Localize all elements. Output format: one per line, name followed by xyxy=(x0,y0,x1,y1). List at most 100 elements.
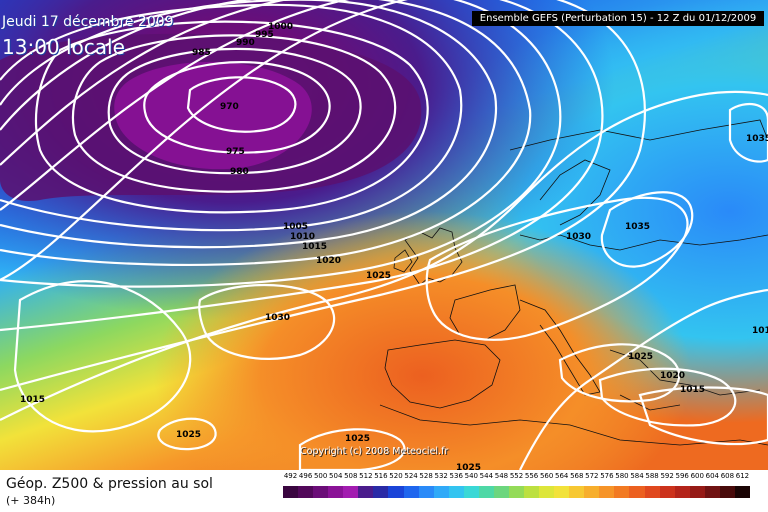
france-outline xyxy=(449,284,521,341)
scandinavia-outline xyxy=(509,119,768,226)
isobar-label: 985 xyxy=(192,48,211,58)
scale-label: 576 xyxy=(600,472,614,480)
map-title: Géop. Z500 & pression au sol xyxy=(6,476,213,492)
isobar-label: 1035 xyxy=(746,134,768,144)
scale-swatch xyxy=(328,486,344,498)
isobar-label: 1015 xyxy=(302,242,327,252)
scale-swatch xyxy=(584,486,600,498)
isobar-label: 1000 xyxy=(268,22,293,32)
isobar-label: 1005 xyxy=(283,222,308,232)
isobar-label: 970 xyxy=(220,102,239,112)
scale-swatch xyxy=(689,486,705,498)
iberia-outline xyxy=(384,339,501,409)
map-footer: Géop. Z500 & pression au sol (+ 384h) 49… xyxy=(0,470,768,512)
scale-label: 512 xyxy=(359,472,373,480)
scale-label: 532 xyxy=(434,472,448,480)
isobar-985 xyxy=(71,34,397,193)
scale-swatches xyxy=(283,486,750,498)
isobar-970 xyxy=(186,76,297,133)
balkans-outline xyxy=(609,349,761,411)
isobar-label: 1025 xyxy=(456,463,481,470)
scale-swatch xyxy=(388,486,404,498)
isobar-label: 1035 xyxy=(625,222,650,232)
forecast-lead-time: (+ 384h) xyxy=(6,494,56,507)
isobar-label: 1015 xyxy=(680,385,705,395)
scale-swatch xyxy=(478,486,494,498)
isobar-995 xyxy=(0,3,463,232)
isobar-1025 xyxy=(0,90,768,421)
scale-label: 508 xyxy=(344,472,358,480)
scale-label: 588 xyxy=(645,472,659,480)
scale-label: 552 xyxy=(509,472,524,480)
isobar-1035-center xyxy=(600,191,694,268)
scale-swatch xyxy=(463,486,479,498)
isobar-label: 101 xyxy=(752,326,768,336)
coastlines xyxy=(379,119,768,446)
color-scale-legend: 492 496 500 504 508 512 516 520 524 528 532 536 540 5… xyxy=(283,472,750,510)
scale-swatch xyxy=(343,486,359,498)
isobar-1015-east xyxy=(638,386,768,446)
scale-label: 536 xyxy=(449,472,463,480)
scale-label: 560 xyxy=(539,472,554,480)
isobar-label: 995 xyxy=(255,30,274,40)
scale-swatch xyxy=(614,486,630,498)
scale-label: 556 xyxy=(524,472,539,480)
scale-label: 600 xyxy=(690,472,704,480)
scale-swatch xyxy=(448,486,464,498)
scale-label: 516 xyxy=(374,472,388,480)
isobar-1035-east xyxy=(728,102,768,163)
isobar-labels: 1000 995 990 985 970 975 980 1005 1010 1… xyxy=(20,22,768,470)
isobar-label: 1025 xyxy=(345,434,370,444)
scale-swatch xyxy=(418,486,434,498)
scale-label: 568 xyxy=(570,472,584,480)
isobar-1000 xyxy=(0,0,498,249)
scale-swatch xyxy=(704,486,720,498)
scale-swatch xyxy=(599,486,615,498)
north-africa-outline xyxy=(379,404,768,446)
isobar-label: 1025 xyxy=(366,271,391,281)
scale-label: 548 xyxy=(494,472,509,480)
copyright-notice: Copyright (c) 2008 Meteociel.fr xyxy=(300,446,449,457)
isobar-label: 975 xyxy=(226,147,245,157)
isobar-label: 1020 xyxy=(660,371,685,381)
scale-label: 608 xyxy=(720,472,735,480)
scale-label: 612 xyxy=(735,472,750,480)
scale-label: 500 xyxy=(313,472,328,480)
scale-swatch xyxy=(524,486,540,498)
scale-swatch xyxy=(493,486,509,498)
scale-swatch xyxy=(539,486,555,498)
isobar-label: 1010 xyxy=(290,232,315,242)
isobar-1005 xyxy=(0,0,532,267)
scale-swatch xyxy=(644,486,660,498)
scale-swatch xyxy=(719,486,735,498)
isobar-1025-east xyxy=(558,343,681,403)
scale-label: 504 xyxy=(329,472,343,480)
isobar-label: 1020 xyxy=(316,256,341,266)
scale-swatch xyxy=(508,486,524,498)
scale-label: 520 xyxy=(389,472,403,480)
isobar-1020-west xyxy=(13,280,192,433)
scale-labels: 492 496 500 504 508 512 516 520 524 528 532 536 540 5… xyxy=(283,472,750,484)
scale-label: 564 xyxy=(555,472,569,480)
central-europe-outline xyxy=(519,234,768,251)
scale-swatch xyxy=(298,486,314,498)
scale-label: 544 xyxy=(479,472,494,480)
scale-label: 528 xyxy=(419,472,433,480)
isobar-trough-east xyxy=(519,288,768,470)
scale-label: 572 xyxy=(585,472,599,480)
forecast-time: 13:00 locale xyxy=(2,35,125,59)
isobar-label: 1025 xyxy=(628,352,653,362)
isobar-975 xyxy=(143,61,331,154)
scale-label: 592 xyxy=(660,472,674,480)
isobar-1030-center xyxy=(425,196,689,341)
isobar-980 xyxy=(107,47,362,175)
scale-label: 584 xyxy=(630,472,644,480)
scale-swatch xyxy=(734,486,750,498)
isobar-1025-southwest xyxy=(157,417,217,451)
scale-swatch xyxy=(629,486,645,498)
isobar-label: 980 xyxy=(230,167,249,177)
isobar-label: 990 xyxy=(236,38,255,48)
scale-swatch xyxy=(674,486,690,498)
ensemble-run-banner: Ensemble GEFS (Perturbation 15) - 12 Z d… xyxy=(472,11,764,26)
